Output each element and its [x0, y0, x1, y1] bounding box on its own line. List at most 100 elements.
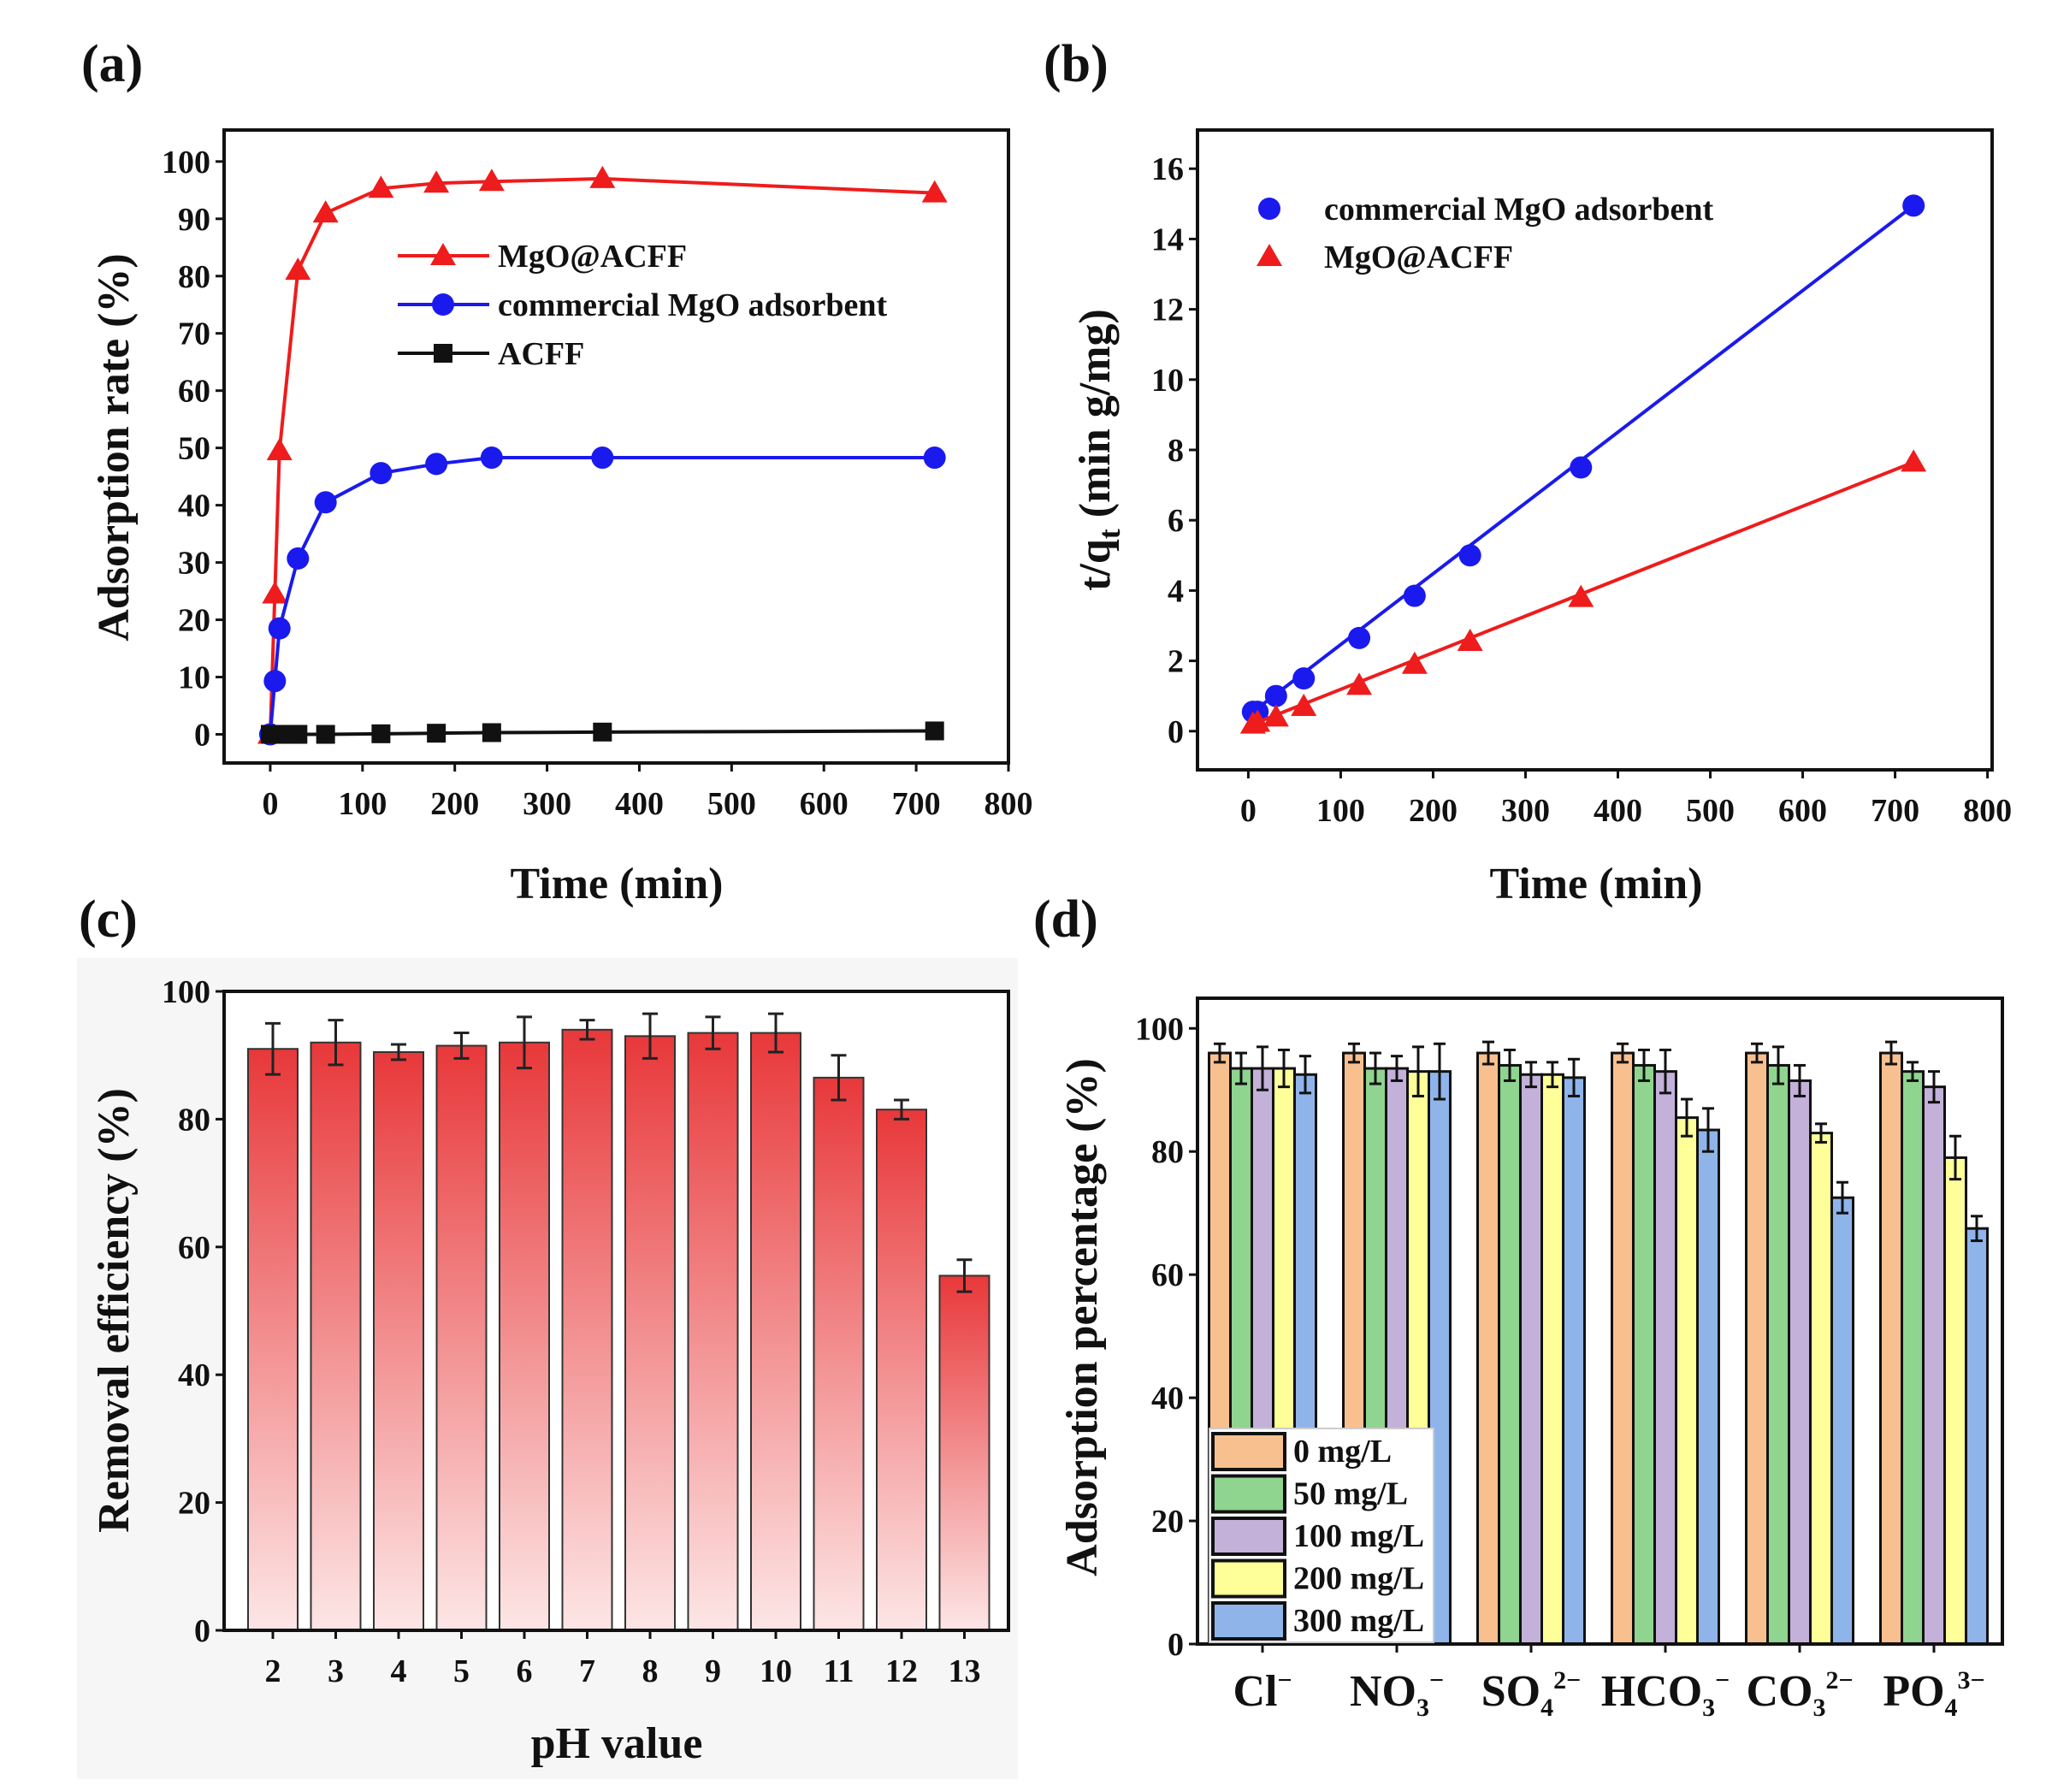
y-tick-label: 4 [1168, 573, 1184, 609]
legend-marker [432, 293, 454, 316]
bar [1745, 1051, 1769, 1646]
data-point [1457, 628, 1483, 651]
legend-label: commercial MgO adsorbent [1324, 192, 1714, 228]
panel-d-chart: Cl− NO3− SO42− HCO3− CO32− PO43−0204060801000… [1058, 997, 2004, 1722]
bar [1519, 1073, 1543, 1646]
y-tick-label: 60 [178, 374, 210, 410]
data-point [287, 547, 310, 570]
y-tick-label: 40 [178, 1357, 210, 1393]
y-tick-label: 100 [162, 974, 210, 1010]
data-point [925, 721, 944, 741]
x-tick-label: NO3− [1350, 1666, 1444, 1722]
y-tick-label: 0 [1168, 1627, 1184, 1663]
data-point [1902, 194, 1925, 217]
y-axis-title: Adsorption percentage (%) [1058, 1058, 1107, 1576]
ion-subscript: 3 [1702, 1694, 1715, 1722]
data-point [1264, 684, 1287, 707]
ion-charge: 2− [1825, 1666, 1853, 1694]
y-tick-label: 6 [1168, 503, 1184, 539]
y-tick-label: 70 [178, 316, 210, 352]
x-tick-label: 700 [892, 786, 941, 822]
x-axis-title: Time (min) [511, 860, 724, 908]
y-tick-label: 0 [1168, 714, 1184, 750]
y-tick-label: 20 [178, 1486, 210, 1522]
data-point [312, 200, 339, 223]
data-point [482, 723, 501, 742]
bar [1562, 1076, 1586, 1646]
bar [1611, 1051, 1635, 1646]
data-point [268, 617, 291, 640]
legend-label: MgO@ACFF [1324, 240, 1513, 275]
bar [499, 1041, 550, 1631]
x-tick-label: PO43− [1883, 1666, 1984, 1722]
bar [1901, 1070, 1925, 1646]
ion-charge: 2− [1553, 1666, 1581, 1694]
y-tick-label: 14 [1151, 222, 1184, 257]
ion-formula: NO [1350, 1667, 1416, 1716]
data-point [1570, 456, 1593, 479]
data-point [288, 724, 308, 744]
ion-subscript: 3 [1812, 1694, 1825, 1722]
y-tick-label: 8 [1168, 433, 1184, 469]
data-point [1568, 584, 1594, 607]
x-tick-label: 12 [885, 1653, 918, 1689]
legend-label: 50 mg/L [1293, 1476, 1408, 1512]
bar [687, 1032, 739, 1632]
x-tick-label: SO42− [1481, 1666, 1581, 1722]
y-axis-title: Removal efficiency (%) [90, 1088, 139, 1533]
panel-label-a: (a) [81, 35, 143, 93]
plot-frame [222, 990, 1010, 1632]
legend-swatch [1211, 1558, 1286, 1599]
bar [1766, 1063, 1790, 1646]
bar [750, 1032, 801, 1632]
panel-b-chart: 0 2 4 6 8 10 12 14 16 0 100 200 300 400 500 600 700 800 co… [1071, 128, 2012, 908]
y-tick-label: 80 [178, 259, 210, 295]
data-point [368, 175, 394, 198]
panel-a-chart: 0 10 20 30 40 50 60 70 80 90 100 0 100 200 300 400 500 60… [90, 128, 1033, 908]
ion-subscript: 3 [1416, 1694, 1429, 1722]
ion-formula: SO [1481, 1667, 1540, 1716]
legend-label: ACFF [498, 336, 584, 372]
data-point [923, 447, 946, 470]
data-point [263, 670, 287, 693]
y-tick-label: 90 [178, 202, 210, 238]
bar [1653, 1070, 1677, 1646]
ion-charge: − [1277, 1666, 1292, 1694]
data-point [1403, 584, 1426, 607]
x-tick-label: 400 [615, 786, 664, 822]
x-tick-label: 10 [760, 1653, 792, 1689]
series-line-1 [268, 456, 935, 735]
x-tick-label: CO32− [1746, 1666, 1853, 1722]
data-point [371, 724, 391, 743]
x-tick-label: 4 [391, 1653, 407, 1689]
data-point [593, 722, 612, 742]
x-tick-label: 800 [1963, 793, 2012, 829]
data-point [1291, 694, 1317, 717]
data-point [1458, 544, 1481, 567]
ion-charge: − [1715, 1666, 1730, 1694]
x-tick-label: 7 [579, 1653, 595, 1689]
bar [1675, 1116, 1699, 1646]
bar [247, 1048, 299, 1631]
bar [435, 1044, 488, 1631]
x-tick-label: 11 [824, 1653, 854, 1689]
legend-marker [434, 344, 452, 363]
y-tick-label: 12 [1151, 293, 1184, 328]
legend-swatch [1211, 1517, 1286, 1556]
data-point [262, 581, 288, 604]
x-tick-label: 400 [1594, 793, 1642, 829]
bar [624, 1035, 676, 1632]
y-tick-label: 0 [194, 1613, 210, 1649]
x-tick-label: 600 [800, 786, 849, 822]
ion-formula: PO [1883, 1667, 1944, 1716]
y-tick-label: 20 [178, 603, 210, 639]
y-tick-label: 2 [1168, 644, 1184, 680]
legend-label: 0 mg/L [1293, 1434, 1392, 1470]
x-tick-label: HCO3− [1601, 1666, 1730, 1722]
bar [1830, 1196, 1854, 1646]
legend-label: 300 mg/L [1293, 1603, 1424, 1639]
data-point [425, 452, 448, 476]
x-tick-label: 0 [1240, 793, 1257, 829]
x-tick-label: Cl− [1233, 1666, 1292, 1716]
legend-marker [1258, 198, 1280, 220]
